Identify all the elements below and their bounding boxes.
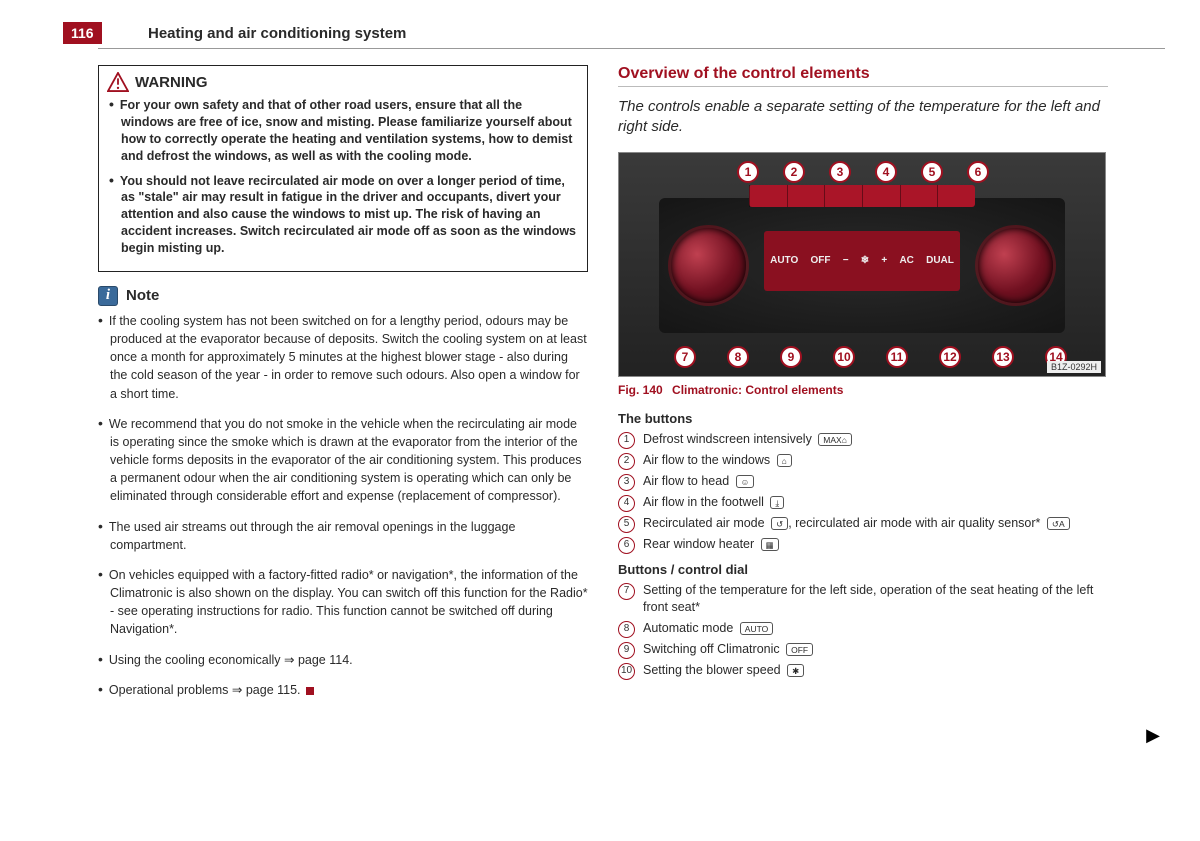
callout-12: 12 (939, 346, 961, 368)
callout-8: 8 (727, 346, 749, 368)
legend-circle: 1 (618, 432, 635, 449)
callout-10: 10 (833, 346, 855, 368)
legend-text: Defrost windscreen intensively MAX⌂ (643, 431, 852, 449)
callout-11: 11 (886, 346, 908, 368)
legend-circle: 2 (618, 453, 635, 470)
info-icon: i (98, 286, 118, 306)
callout-6: 6 (967, 161, 989, 183)
note-item: We recommend that you do not smoke in th… (98, 413, 588, 506)
callout-9: 9 (780, 346, 802, 368)
left-dial-graphic (671, 228, 746, 303)
note-item: The used air streams out through the air… (98, 516, 588, 554)
right-dial-graphic (978, 228, 1053, 303)
legend-circle: 5 (618, 516, 635, 533)
page-number: 116 (63, 22, 102, 44)
note-label: Note (126, 287, 159, 304)
legend-text: Rear window heater ▦ (643, 536, 779, 554)
overview-title: Overview of the control elements (618, 65, 1108, 87)
legend-item-10: 10 Setting the blower speed ✱ (618, 662, 1108, 680)
legend-circle: 10 (618, 663, 635, 680)
figure-number: Fig. 140 (618, 383, 663, 397)
legend-item-7: 7 Setting of the temperature for the left… (618, 582, 1108, 617)
legend-item-2: 2 Air flow to the windows ⌂ (618, 452, 1108, 470)
continue-arrow-icon: ▶ (1146, 725, 1160, 746)
figure-code: B1Z-0292H (1047, 361, 1101, 373)
warning-triangle-icon (107, 72, 129, 92)
callout-5: 5 (921, 161, 943, 183)
left-column: WARNING For your own safety and that of … (98, 65, 588, 709)
callout-3: 3 (829, 161, 851, 183)
legend-circle: 4 (618, 495, 635, 512)
warning-item: You should not leave recirculated air mo… (109, 171, 577, 257)
legend-circle: 7 (618, 583, 635, 600)
legend-item-1: 1 Defrost windscreen intensively MAX⌂ (618, 431, 1108, 449)
note-item: Operational problems ⇒ page 115. (98, 679, 588, 699)
legend-item-8: 8 Automatic mode AUTO (618, 620, 1108, 638)
figure-climatronic: AUTOOFF−❄+ACDUAL 123456 7891011121314 B1… (618, 152, 1106, 377)
buttons-heading: The buttons (618, 411, 1108, 426)
legend-circle: 6 (618, 537, 635, 554)
callout-2: 2 (783, 161, 805, 183)
right-column: Overview of the control elements The con… (618, 65, 1108, 709)
figure-caption-text: Climatronic: Control elements (672, 383, 843, 397)
overview-subtitle: The controls enable a separate setting o… (618, 97, 1108, 138)
warning-box: WARNING For your own safety and that of … (98, 65, 588, 272)
page-header: 116 Heating and air conditioning system (98, 25, 1165, 49)
legend-text: Setting of the temperature for the left … (643, 582, 1108, 617)
legend-item-4: 4 Air flow in the footwell ⤓ (618, 494, 1108, 512)
note-item: Using the cooling economically ⇒ page 11… (98, 649, 588, 669)
legend-circle: 9 (618, 642, 635, 659)
end-marker-icon (306, 687, 314, 695)
callout-7: 7 (674, 346, 696, 368)
legend-text: Recirculated air mode ↺, recirculated ai… (643, 515, 1070, 533)
legend-item-9: 9 Switching off Climatronic OFF (618, 641, 1108, 659)
legend-item-3: 3 Air flow to head ☺ (618, 473, 1108, 491)
section-title: Heating and air conditioning system (148, 25, 406, 42)
legend-item-6: 6 Rear window heater ▦ (618, 536, 1108, 554)
figure-caption: Fig. 140 Climatronic: Control elements (618, 383, 1108, 397)
legend-text: Air flow to the windows ⌂ (643, 452, 792, 470)
note-body: If the cooling system has not been switc… (98, 310, 588, 699)
warning-label: WARNING (135, 74, 208, 91)
note-item: If the cooling system has not been switc… (98, 310, 588, 403)
legend-circle: 8 (618, 621, 635, 638)
legend-item-5: 5 Recirculated air mode ↺, recirculated a… (618, 515, 1108, 533)
legend-text: Air flow to head ☺ (643, 473, 754, 491)
legend-text: Setting the blower speed ✱ (643, 662, 804, 680)
callout-1: 1 (737, 161, 759, 183)
dial-heading: Buttons / control dial (618, 562, 1108, 577)
callout-4: 4 (875, 161, 897, 183)
legend-text: Automatic mode AUTO (643, 620, 773, 638)
warning-item: For your own safety and that of other ro… (109, 95, 577, 165)
legend-circle: 3 (618, 474, 635, 491)
legend-text: Switching off Climatronic OFF (643, 641, 813, 659)
note-item: On vehicles equipped with a factory-fitt… (98, 564, 588, 639)
legend-text: Air flow in the footwell ⤓ (643, 494, 784, 512)
callout-13: 13 (992, 346, 1014, 368)
